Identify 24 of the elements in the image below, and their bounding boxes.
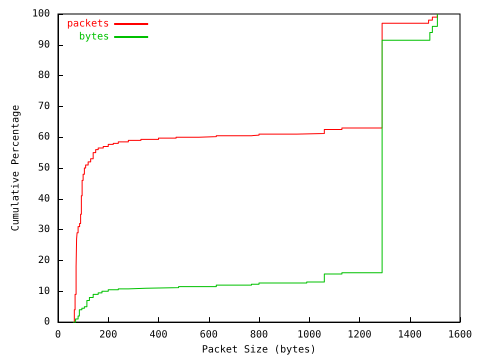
y-axis-title: Cumulative Percentage	[10, 104, 22, 232]
x-tick-label: 1200	[347, 330, 372, 341]
y-tick-label: 90	[38, 39, 50, 50]
y-tick-label: 10	[38, 286, 50, 297]
y-tick-label: 100	[32, 8, 50, 20]
y-tick-label: 50	[38, 162, 50, 174]
legend-label: packets	[66, 18, 110, 30]
y-tick-label: 20	[38, 254, 50, 266]
y-tick-label: 30	[38, 224, 50, 236]
x-tick-label: 800	[250, 330, 268, 341]
x-tick-label: 0	[54, 330, 62, 341]
x-axis-title: Packet Size (bytes)	[202, 344, 316, 356]
x-tick-label: 1000	[297, 330, 322, 341]
x-tick-label: 1400	[398, 330, 422, 341]
y-tick-label: 0	[44, 316, 50, 328]
y-tick-label: 70	[38, 100, 50, 112]
x-tick-label: 1600	[448, 330, 472, 341]
legend-label: bytes	[79, 32, 110, 42]
y-tick-label: 60	[38, 132, 50, 143]
x-tick-label: 200	[99, 330, 118, 341]
y-tick-label: 80	[38, 70, 50, 82]
y-tick-label: 40	[38, 193, 50, 204]
x-tick-label: 600	[200, 330, 218, 341]
x-tick-label: 400	[149, 330, 168, 341]
